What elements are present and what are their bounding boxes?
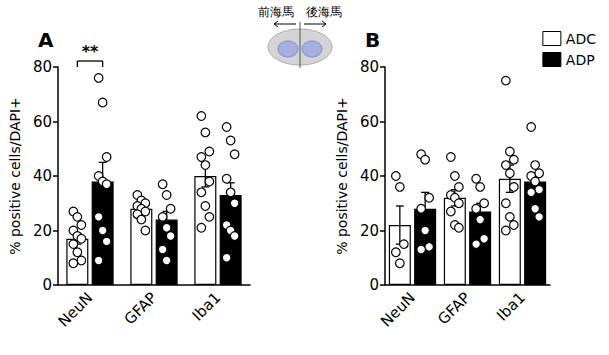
svg-text:Iba1: Iba1 <box>493 289 529 325</box>
svg-text:20: 20 <box>33 222 52 240</box>
svg-text:後海馬: 後海馬 <box>306 5 342 19</box>
svg-text:60: 60 <box>360 113 379 131</box>
svg-text:20: 20 <box>360 222 379 240</box>
svg-text:80: 80 <box>360 58 379 76</box>
svg-text:ADP: ADP <box>566 52 595 68</box>
svg-text:前海馬: 前海馬 <box>258 5 294 19</box>
svg-text:NeuN: NeuN <box>55 289 97 331</box>
svg-text:A: A <box>38 28 54 52</box>
svg-text:% positive cells/DAPI+: % positive cells/DAPI+ <box>334 97 350 255</box>
svg-text:0: 0 <box>369 276 379 294</box>
svg-text:% positive cells/DAPI+: % positive cells/DAPI+ <box>7 97 23 255</box>
svg-text:40: 40 <box>360 167 379 185</box>
svg-text:B: B <box>365 28 380 52</box>
svg-text:GFAP: GFAP <box>434 289 474 329</box>
svg-text:NeuN: NeuN <box>377 289 419 331</box>
svg-text:0: 0 <box>42 276 52 294</box>
svg-text:60: 60 <box>33 113 52 131</box>
svg-text:GFAP: GFAP <box>121 289 161 329</box>
svg-text:40: 40 <box>33 167 52 185</box>
svg-text:80: 80 <box>33 58 52 76</box>
svg-text:ADC: ADC <box>566 31 596 47</box>
svg-text:**: ** <box>82 42 99 61</box>
svg-text:Iba1: Iba1 <box>189 289 225 325</box>
